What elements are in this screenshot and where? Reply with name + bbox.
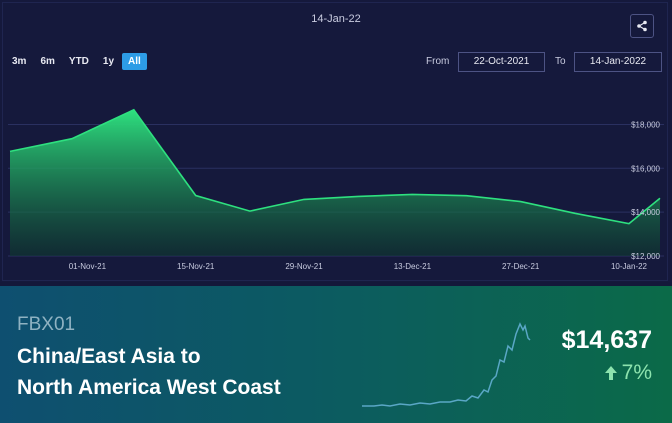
range-ytd-button[interactable]: YTD — [68, 56, 89, 67]
sparkline — [362, 322, 531, 407]
range-all-button[interactable]: All — [122, 53, 147, 70]
x-tick-label: 29-Nov-21 — [285, 262, 323, 271]
x-tick-label: 15-Nov-21 — [177, 262, 215, 271]
chart-panel: 14-Jan-22 3m 6m YTD 1y All From 22-Oct-2… — [2, 2, 668, 281]
x-tick-label: 27-Dec-21 — [502, 262, 540, 271]
current-price: $14,637 — [561, 326, 652, 354]
y-tick-label: $12,000 — [631, 252, 660, 261]
x-tick-label: 10-Jan-22 — [611, 262, 648, 271]
share-icon — [637, 20, 647, 32]
x-axis-ticks: 01-Nov-21 15-Nov-21 29-Nov-21 13-Dec-21 27-D… — [69, 262, 648, 271]
index-banner: FBX01 China/East Asia to North America W… — [0, 286, 672, 423]
x-tick-label: 13-Dec-21 — [394, 262, 432, 271]
range-3m-button[interactable]: 3m — [12, 56, 27, 67]
y-tick-label: $16,000 — [631, 164, 660, 173]
y-tick-label: $18,000 — [631, 120, 660, 129]
route-title-line2: North America West Coast — [17, 376, 281, 399]
range-6m-button[interactable]: 6m — [40, 56, 55, 67]
range-1y-button[interactable]: 1y — [102, 56, 115, 67]
range-selector: 3m 6m YTD 1y All — [6, 53, 147, 70]
to-date-input[interactable]: 14-Jan-2022 — [574, 52, 662, 72]
index-code: FBX01 — [17, 314, 76, 335]
from-label: From — [426, 56, 450, 67]
area-fill — [10, 109, 660, 256]
y-axis-ticks: $12,000 $14,000 $16,000 $18,000 — [631, 120, 660, 261]
y-tick-label: $14,000 — [631, 208, 660, 217]
price-change-value: 7% — [621, 361, 652, 384]
chart-date-title: 14-Jan-22 — [311, 13, 361, 25]
route-title-line1: China/East Asia to — [17, 345, 201, 368]
from-date-input[interactable]: 22-Oct-2021 — [458, 52, 545, 72]
arrow-up-icon — [604, 366, 617, 380]
series-line — [9, 108, 661, 225]
price-chart: $12,000 $14,000 $16,000 $18,000 01-Nov-21 15… — [8, 108, 664, 271]
share-button[interactable] — [630, 14, 654, 38]
to-label: To — [555, 56, 566, 67]
x-tick-label: 01-Nov-21 — [69, 262, 107, 271]
route-title: China/East Asia to North America West Co… — [17, 341, 281, 403]
price-change: 7% — [604, 361, 652, 385]
sparkline-path — [362, 322, 531, 407]
